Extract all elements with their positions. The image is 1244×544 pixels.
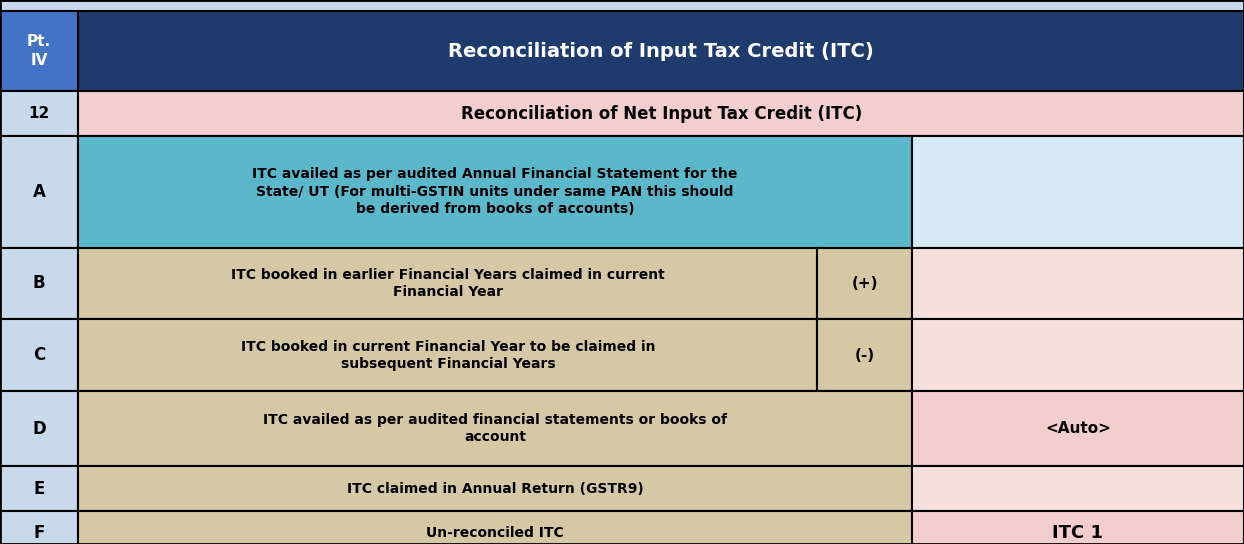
Bar bbox=[0, 319, 78, 391]
Bar bbox=[78, 11, 1244, 91]
Text: ITC claimed in Annual Return (GSTR9): ITC claimed in Annual Return (GSTR9) bbox=[347, 481, 643, 496]
Bar bbox=[0, 0, 1244, 11]
Text: ITC booked in earlier Financial Years claimed in current
Financial Year: ITC booked in earlier Financial Years cl… bbox=[231, 268, 664, 299]
Text: Reconciliation of Net Input Tax Credit (ITC): Reconciliation of Net Input Tax Credit (… bbox=[460, 104, 862, 123]
Bar bbox=[78, 391, 912, 466]
Text: Reconciliation of Input Tax Credit (ITC): Reconciliation of Input Tax Credit (ITC) bbox=[448, 42, 875, 60]
Bar bbox=[817, 319, 912, 391]
Bar bbox=[78, 248, 817, 319]
Bar bbox=[78, 319, 817, 391]
Text: Un-reconciled ITC: Un-reconciled ITC bbox=[427, 526, 564, 540]
Text: E: E bbox=[34, 479, 45, 498]
Text: <Auto>: <Auto> bbox=[1045, 421, 1111, 436]
Bar bbox=[912, 511, 1244, 544]
Text: (-): (-) bbox=[855, 348, 875, 363]
Bar bbox=[912, 391, 1244, 466]
Text: A: A bbox=[32, 183, 46, 201]
Bar bbox=[0, 91, 78, 136]
Text: B: B bbox=[32, 274, 46, 293]
Text: (+): (+) bbox=[851, 276, 878, 291]
Bar bbox=[0, 511, 78, 544]
Bar bbox=[78, 136, 912, 248]
Text: Pt.
IV: Pt. IV bbox=[27, 34, 51, 68]
Text: C: C bbox=[34, 346, 45, 364]
Bar bbox=[0, 391, 78, 466]
Text: D: D bbox=[32, 419, 46, 438]
Bar bbox=[912, 248, 1244, 319]
Text: ITC availed as per audited Annual Financial Statement for the
State/ UT (For mul: ITC availed as per audited Annual Financ… bbox=[253, 168, 738, 216]
Bar bbox=[0, 136, 78, 248]
Bar bbox=[0, 248, 78, 319]
Bar bbox=[0, 466, 78, 511]
Text: ITC availed as per audited financial statements or books of
account: ITC availed as per audited financial sta… bbox=[264, 413, 726, 444]
Bar bbox=[78, 466, 912, 511]
Bar bbox=[78, 91, 1244, 136]
Text: ITC booked in current Financial Year to be claimed in
subsequent Financial Years: ITC booked in current Financial Year to … bbox=[240, 339, 656, 371]
Text: F: F bbox=[34, 524, 45, 542]
Text: 12: 12 bbox=[29, 106, 50, 121]
Bar bbox=[0, 11, 78, 91]
Bar bbox=[912, 466, 1244, 511]
Bar bbox=[912, 319, 1244, 391]
Bar bbox=[78, 511, 912, 544]
Bar bbox=[817, 248, 912, 319]
Text: ITC 1: ITC 1 bbox=[1052, 524, 1103, 542]
Bar bbox=[912, 136, 1244, 248]
